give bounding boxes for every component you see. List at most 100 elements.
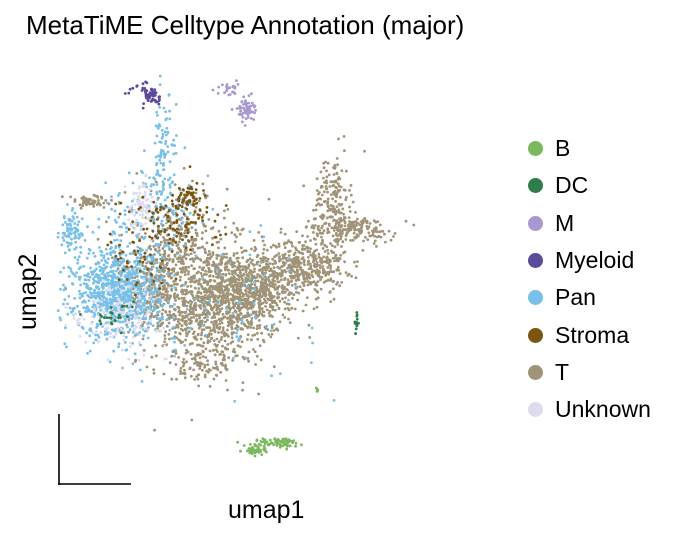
- point-myeloid: [149, 93, 153, 97]
- point-myeloid: [131, 86, 135, 90]
- point-m: [250, 92, 253, 96]
- point-pan: [61, 223, 65, 227]
- point-pan: [194, 297, 197, 301]
- point-t: [336, 228, 339, 232]
- point-stroma: [148, 235, 152, 239]
- point-pan: [121, 366, 124, 370]
- point-t: [252, 263, 256, 267]
- point-t: [239, 327, 243, 331]
- point-t: [198, 367, 202, 370]
- point-stroma: [152, 280, 156, 283]
- point-pan: [85, 285, 89, 288]
- point-t: [203, 320, 207, 324]
- point-pan: [117, 345, 120, 349]
- point-stroma: [224, 204, 228, 207]
- point-unknown: [116, 305, 120, 309]
- point-t: [214, 295, 217, 299]
- point-pan: [201, 323, 205, 327]
- point-b: [250, 452, 254, 456]
- point-t: [348, 223, 351, 226]
- point-t: [210, 270, 213, 273]
- point-pan: [158, 140, 162, 144]
- point-t: [264, 327, 268, 330]
- point-t: [268, 262, 272, 265]
- point-t: [220, 261, 224, 265]
- point-pan: [116, 280, 119, 284]
- point-t: [251, 258, 254, 262]
- point-stroma: [172, 221, 176, 225]
- point-t: [373, 239, 377, 243]
- point-t: [267, 278, 270, 282]
- point-t: [177, 356, 181, 359]
- point-t: [351, 200, 355, 204]
- point-pan: [94, 262, 98, 266]
- point-stroma: [160, 281, 163, 285]
- point-t: [190, 357, 194, 361]
- point-pan: [73, 226, 76, 230]
- point-t: [217, 289, 220, 293]
- point-pan: [173, 274, 176, 277]
- point-pan: [137, 304, 141, 307]
- point-pan: [66, 226, 69, 230]
- point-pan: [159, 268, 162, 272]
- point-pan: [67, 265, 70, 269]
- point-t: [232, 261, 236, 265]
- point-t: [264, 305, 267, 308]
- point-pan: [111, 294, 115, 298]
- point-t: [372, 219, 376, 223]
- point-t: [160, 312, 164, 316]
- point-stroma: [192, 204, 195, 207]
- point-t: [183, 368, 186, 372]
- point-pan: [135, 211, 138, 215]
- point-pan: [80, 217, 84, 221]
- point-t: [195, 375, 199, 378]
- point-pan: [86, 309, 89, 313]
- point-dc: [119, 331, 123, 335]
- point-pan: [98, 269, 102, 273]
- point-stroma: [191, 221, 195, 224]
- point-t: [203, 247, 207, 251]
- point-t: [193, 378, 197, 381]
- point-t: [197, 287, 201, 290]
- point-t: [237, 266, 241, 270]
- point-t: [231, 302, 235, 305]
- point-t: [329, 242, 332, 245]
- point-stroma: [200, 216, 204, 219]
- point-t: [295, 290, 298, 294]
- point-pan: [153, 261, 156, 265]
- point-t: [206, 318, 209, 322]
- point-t: [93, 199, 96, 203]
- point-t: [204, 269, 208, 273]
- point-t: [249, 261, 253, 264]
- point-t: [153, 276, 157, 279]
- point-t: [179, 250, 183, 254]
- point-pan: [185, 308, 189, 311]
- point-t: [211, 236, 215, 240]
- point-t: [332, 279, 335, 283]
- point-stroma: [181, 188, 185, 192]
- point-t: [249, 326, 253, 329]
- point-t: [267, 312, 271, 315]
- point-t: [305, 296, 309, 299]
- point-pan: [174, 103, 178, 106]
- point-t: [198, 343, 201, 347]
- point-t: [329, 267, 332, 270]
- point-t: [204, 196, 208, 200]
- point-pan: [66, 224, 69, 227]
- point-unknown: [143, 190, 147, 194]
- point-t: [263, 297, 266, 301]
- point-stroma: [151, 229, 155, 233]
- point-m: [226, 86, 230, 90]
- point-t: [245, 260, 249, 263]
- point-t: [205, 273, 208, 276]
- point-t: [217, 262, 221, 266]
- point-unknown: [132, 198, 136, 201]
- point-t: [197, 279, 201, 283]
- point-t: [73, 200, 77, 203]
- point-m: [247, 94, 251, 97]
- point-stroma: [116, 258, 120, 261]
- point-t: [276, 296, 280, 300]
- point-pan: [107, 291, 110, 294]
- point-pan: [173, 286, 177, 290]
- point-t: [197, 384, 201, 388]
